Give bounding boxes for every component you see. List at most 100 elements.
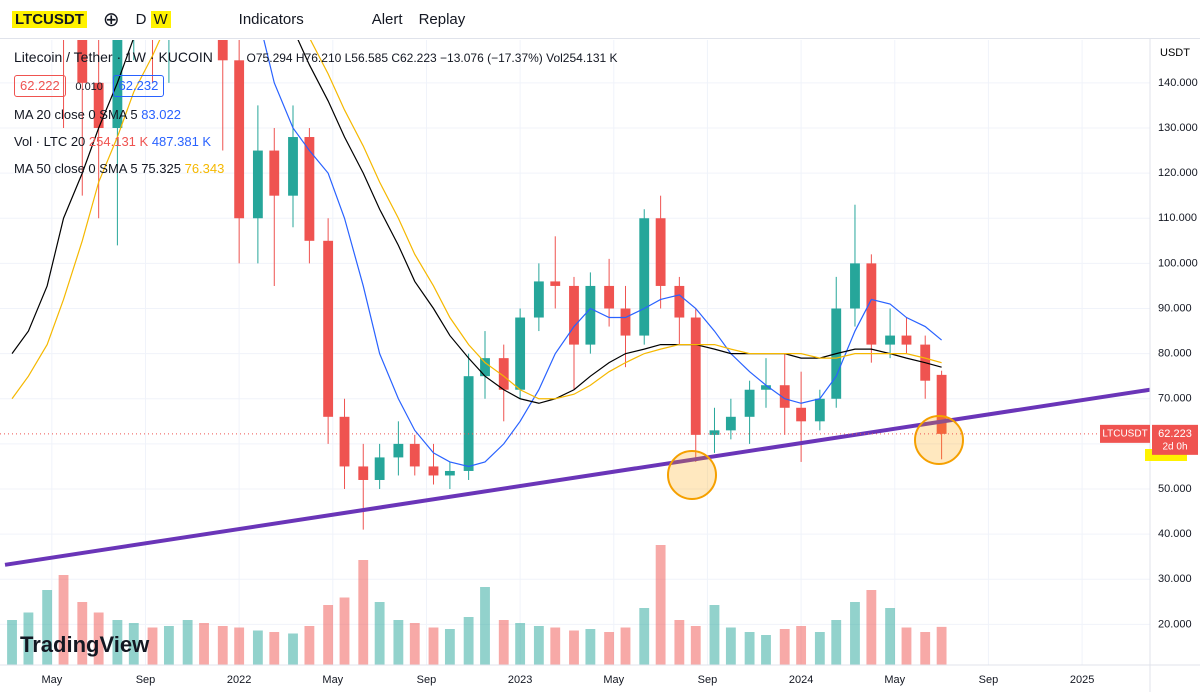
candle-body [409, 443, 420, 467]
volume-bar [112, 620, 123, 665]
volume-bar [550, 627, 561, 665]
volume-bar [252, 630, 263, 665]
volume-bar [42, 590, 53, 665]
candle-body [709, 430, 720, 435]
ma-line [11, 40, 942, 404]
candle-body [93, 82, 104, 128]
volume-bar [58, 575, 69, 665]
volume-bar [77, 602, 88, 665]
candle-body [779, 385, 790, 408]
volume-bar [147, 627, 158, 665]
volume-bar [515, 623, 526, 665]
volume-bar [639, 608, 650, 665]
candle-body [288, 137, 298, 196]
x-tick-label: 2023 [508, 674, 532, 686]
candle-body [604, 285, 615, 309]
y-tick-label: 110.000 [1158, 212, 1197, 224]
indicator-name: MA 20 close 0 SMA 5 [14, 107, 138, 122]
highlight-circle [914, 415, 964, 465]
x-tick-label: Sep [698, 674, 718, 686]
interval[interactable]: W [150, 10, 171, 28]
add-symbol[interactable]: ⊕ [102, 8, 120, 31]
volume-bar [23, 612, 34, 665]
volume-bar [814, 632, 825, 665]
volume-bar [569, 630, 579, 665]
volume-bar [234, 627, 245, 665]
volume-bar [920, 632, 931, 665]
volume-bar [498, 620, 509, 665]
candle-body [480, 358, 490, 377]
y-tick-label: 130.000 [1158, 122, 1198, 134]
spread: 0.010 [75, 81, 103, 93]
chart: USDT 20.00030.00040.00050.00060.00070.00… [0, 38, 1200, 692]
interval[interactable]: D [135, 10, 147, 28]
volume-bar [288, 633, 298, 665]
candle-body [550, 281, 561, 286]
toolbar: LTCUSDT ⊕ D W Indicators Alert Replay [0, 0, 1200, 39]
volume-bar [339, 597, 350, 665]
indicator-name: MA 50 close 0 SMA 5 [14, 161, 138, 176]
candle-body [655, 218, 666, 286]
y-tick-label: 40.000 [1158, 528, 1192, 540]
x-tick-label: May [884, 674, 905, 686]
y-tick-label: 120.000 [1158, 167, 1198, 179]
y-tick-label: 20.000 [1158, 618, 1192, 630]
volume-bar [744, 632, 755, 665]
volume-bar [674, 620, 685, 665]
candle-body [620, 308, 631, 336]
volume-bar [585, 629, 596, 665]
candle-body [339, 416, 350, 467]
volume-bar [304, 626, 315, 665]
indicator-value: 83.022 [141, 107, 181, 122]
candle-body [674, 285, 685, 318]
candle-body [725, 416, 736, 431]
candle-body [234, 60, 245, 219]
price-tag [1152, 424, 1198, 455]
volume-bar [604, 632, 615, 665]
y-tick-label: 30.000 [1158, 573, 1192, 585]
candle-body [744, 389, 755, 417]
ma-line [11, 40, 942, 400]
alert-button[interactable]: Alert [371, 10, 403, 28]
candle-body [498, 358, 509, 390]
y-tick-label: 70.000 [1158, 393, 1192, 405]
volume-bar [690, 626, 701, 665]
candle-body [252, 150, 263, 219]
candle-body [77, 40, 88, 83]
candle-body [358, 466, 369, 480]
volume-bar [269, 632, 280, 665]
volume-bar [831, 620, 842, 665]
volume-bar [796, 626, 807, 665]
volume-bar [779, 629, 790, 665]
volume-bar [709, 605, 720, 665]
y-tick-label: 80.000 [1158, 348, 1192, 360]
replay-button[interactable]: Replay [418, 10, 466, 28]
logo: TradingView [20, 632, 150, 657]
candle-body [323, 240, 334, 417]
volume-bar [409, 623, 420, 665]
symbol-search[interactable]: LTCUSDT [12, 10, 87, 28]
indicator-name: Vol · LTC 20 [14, 134, 86, 149]
candle-body [533, 281, 544, 318]
x-tick-label: 2024 [789, 674, 813, 686]
candle-body [690, 317, 701, 435]
symbol-tag [1100, 424, 1150, 443]
volume-bar [866, 590, 877, 665]
candle-body [444, 470, 455, 476]
candle-body [304, 137, 315, 241]
bid: 62.222 [14, 75, 66, 97]
candle-body [761, 385, 771, 390]
x-tick-label: Sep [979, 674, 999, 686]
candle-body [217, 40, 228, 61]
currency-label: USDT [1160, 47, 1190, 59]
volume-bar [480, 587, 490, 665]
candle-body [796, 407, 807, 422]
volume-bar [725, 627, 736, 665]
ma-line [263, 40, 942, 468]
indicators-button[interactable]: Indicators [238, 10, 304, 28]
candle-body [463, 376, 474, 471]
x-tick-label: 2022 [227, 674, 251, 686]
candle-body [901, 335, 912, 345]
x-tick-label: May [603, 674, 624, 686]
